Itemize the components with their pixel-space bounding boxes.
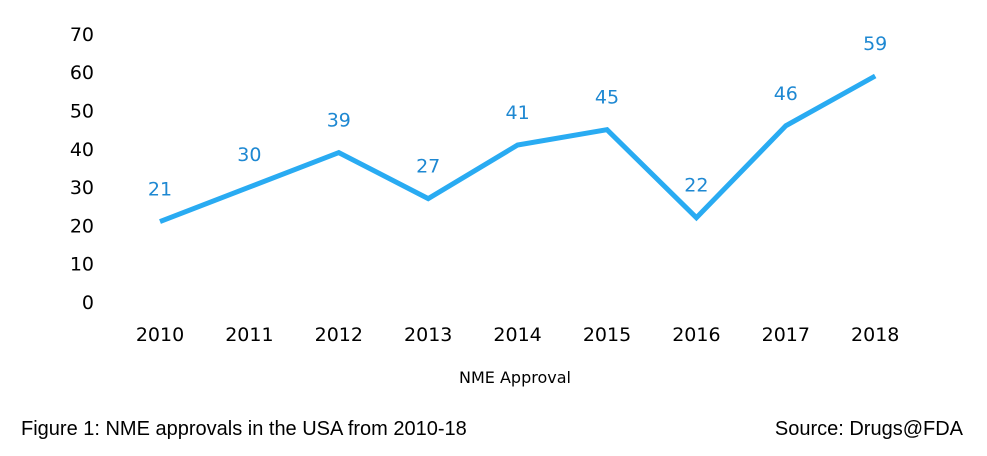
- data-label: 30: [237, 144, 261, 166]
- figure-caption: Figure 1: NME approvals in the USA from …: [21, 418, 467, 440]
- x-tick-label: 2010: [136, 324, 184, 346]
- series-line: [159, 73, 877, 224]
- x-tick-label: 2018: [851, 324, 899, 346]
- data-label: 59: [863, 33, 887, 55]
- x-tick-label: 2017: [762, 324, 810, 346]
- data-label: 46: [774, 83, 798, 105]
- y-tick-label: 20: [70, 215, 94, 237]
- y-tick-label: 10: [70, 254, 94, 276]
- y-axis-ticks: 0 10 20 30 40 50 60 70: [70, 24, 94, 314]
- data-labels: 21 30 39 27 41 45 22 46 59: [148, 33, 887, 201]
- data-label: 45: [595, 87, 619, 109]
- x-tick-label: 2011: [225, 324, 273, 346]
- x-tick-label: 2013: [404, 324, 452, 346]
- data-label: 22: [684, 175, 708, 197]
- x-tick-label: 2014: [493, 324, 541, 346]
- y-tick-label: 0: [82, 292, 94, 314]
- x-axis-ticks: 2010 2011 2012 2013 2014 2015 2016 2017 2018: [136, 324, 900, 346]
- y-tick-label: 30: [70, 177, 94, 199]
- source-caption: Source: Drugs@FDA: [774, 418, 963, 440]
- data-label: 27: [416, 156, 440, 178]
- y-tick-label: 70: [70, 24, 94, 46]
- data-label: 21: [148, 179, 172, 201]
- y-tick-label: 50: [70, 101, 94, 123]
- x-tick-label: 2015: [583, 324, 631, 346]
- y-tick-label: 40: [70, 139, 94, 161]
- x-axis-title: NME Approval: [459, 368, 571, 387]
- data-label: 41: [506, 102, 530, 124]
- data-label: 39: [327, 110, 351, 132]
- x-tick-label: 2012: [315, 324, 363, 346]
- y-tick-label: 60: [70, 62, 94, 84]
- x-tick-label: 2016: [672, 324, 720, 346]
